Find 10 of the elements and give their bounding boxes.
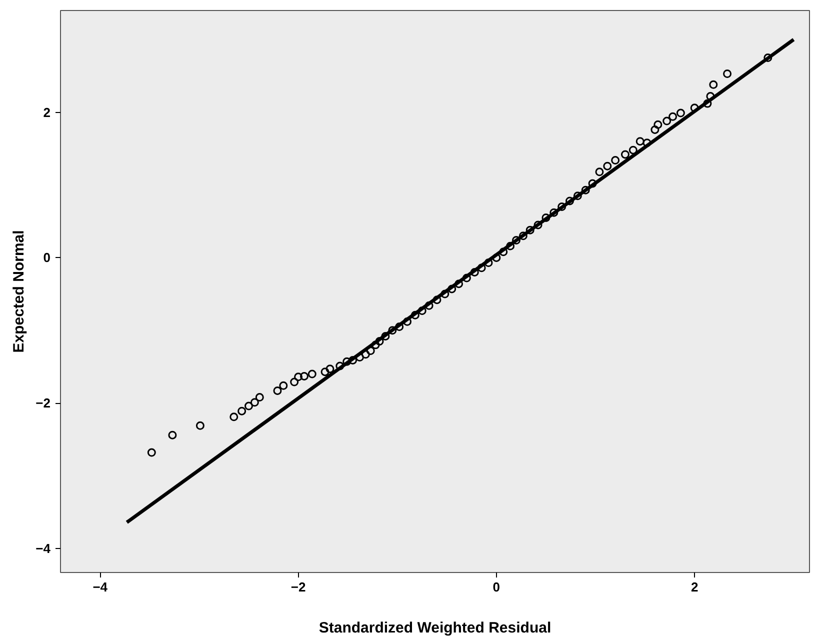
x-axis-title: Standardized Weighted Residual — [318, 620, 552, 636]
y-tick-label: −4 — [36, 541, 52, 556]
x-tick-label: 0 — [492, 580, 500, 594]
y-tick-label: 2 — [43, 104, 51, 120]
y-axis-title: Expected Normal — [10, 230, 28, 353]
y-tick-label: −2 — [36, 396, 51, 411]
x-tick-label: 2 — [690, 580, 698, 594]
x-tick-label: −4 — [92, 580, 108, 594]
x-tick-label: −2 — [290, 580, 306, 594]
y-tick-label: 0 — [43, 250, 51, 266]
